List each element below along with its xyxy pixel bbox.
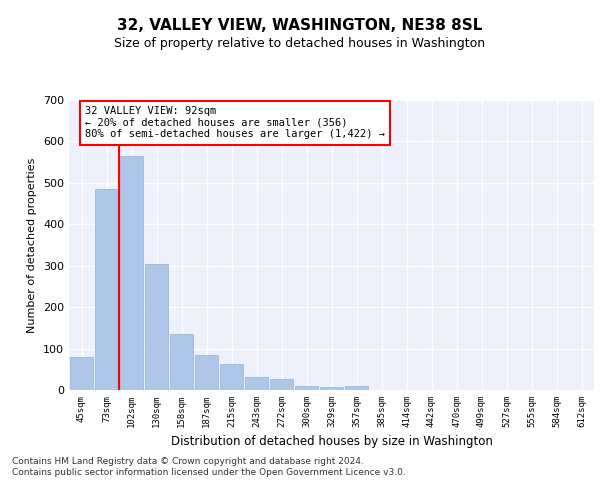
Text: Contains HM Land Registry data © Crown copyright and database right 2024.
Contai: Contains HM Land Registry data © Crown c…	[12, 458, 406, 477]
Text: 32 VALLEY VIEW: 92sqm
← 20% of detached houses are smaller (356)
80% of semi-det: 32 VALLEY VIEW: 92sqm ← 20% of detached …	[85, 106, 385, 140]
Bar	[195, 355, 218, 390]
Text: 32, VALLEY VIEW, WASHINGTON, NE38 8SL: 32, VALLEY VIEW, WASHINGTON, NE38 8SL	[118, 18, 482, 32]
Bar	[245, 376, 268, 390]
Bar	[270, 379, 293, 390]
Bar	[295, 386, 318, 390]
Y-axis label: Number of detached properties: Number of detached properties	[28, 158, 37, 332]
Bar	[120, 156, 143, 390]
Bar	[145, 264, 168, 390]
Text: Size of property relative to detached houses in Washington: Size of property relative to detached ho…	[115, 38, 485, 51]
Bar	[345, 386, 368, 390]
X-axis label: Distribution of detached houses by size in Washington: Distribution of detached houses by size …	[170, 436, 493, 448]
Bar	[95, 189, 118, 390]
Bar	[70, 357, 93, 390]
Bar	[320, 386, 343, 390]
Bar	[170, 334, 193, 390]
Bar	[220, 364, 243, 390]
